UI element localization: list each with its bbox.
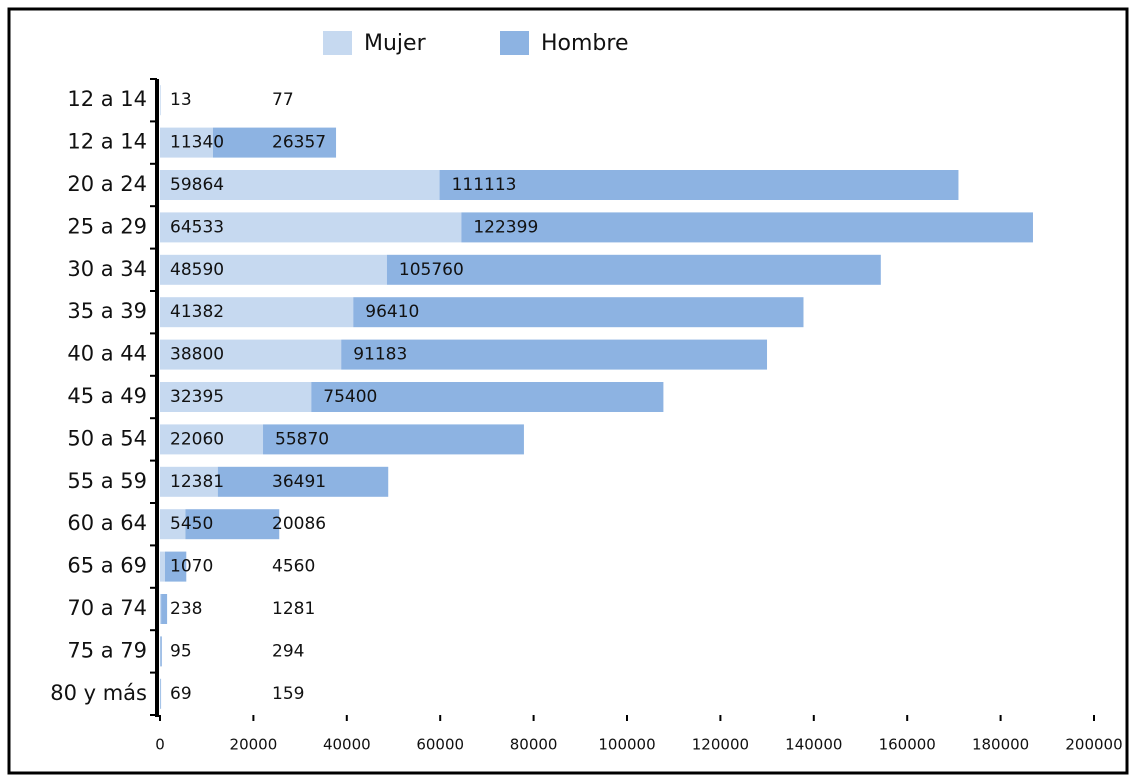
value-label: 96410 [365, 302, 419, 322]
bar [353, 297, 803, 327]
x-tick-label: 20000 [230, 736, 278, 754]
value-label: 238 [170, 599, 202, 619]
value-label: 36491 [272, 472, 326, 492]
legend-swatch [500, 31, 529, 55]
value-label: 41382 [170, 302, 224, 322]
legend-swatch [323, 31, 352, 55]
y-tick-label: 35 a 39 [67, 299, 147, 323]
x-tick-label: 200000 [1065, 736, 1122, 754]
value-label: 13 [170, 90, 192, 110]
value-label: 75400 [323, 387, 377, 407]
y-tick-label: 12 a 14 [67, 87, 147, 111]
legend-label: Hombre [541, 31, 629, 56]
y-tick-label: 70 a 74 [67, 596, 147, 620]
x-tick-label: 140000 [785, 736, 842, 754]
value-label: 5450 [170, 514, 213, 534]
value-label: 77 [272, 90, 294, 110]
bar [160, 552, 165, 582]
y-tick-label: 55 a 59 [67, 469, 147, 493]
x-tick-label: 0 [155, 736, 165, 754]
y-tick-label: 40 a 44 [67, 342, 147, 366]
bar [440, 170, 959, 200]
x-tick-label: 180000 [972, 736, 1029, 754]
value-label: 1281 [272, 599, 315, 619]
value-label: 4560 [272, 557, 315, 577]
x-tick-label: 120000 [692, 736, 749, 754]
value-label: 159 [272, 684, 304, 704]
value-label: 22060 [170, 429, 224, 449]
bar [160, 636, 161, 666]
value-label: 48590 [170, 260, 224, 280]
x-tick-label: 80000 [510, 736, 558, 754]
y-tick-label: 25 a 29 [67, 214, 147, 238]
y-tick-label: 20 a 24 [67, 172, 147, 196]
value-label: 12381 [170, 472, 224, 492]
y-tick-label: 50 a 54 [67, 426, 147, 450]
value-label: 294 [272, 641, 304, 661]
value-label: 11340 [170, 133, 224, 153]
x-tick-label: 160000 [879, 736, 936, 754]
value-label: 55870 [275, 429, 329, 449]
value-label: 1070 [170, 557, 213, 577]
value-label: 122399 [473, 217, 538, 237]
value-label: 69 [170, 684, 192, 704]
value-label: 38800 [170, 345, 224, 365]
value-label: 91183 [353, 345, 407, 365]
value-label: 95 [170, 641, 192, 661]
bar [461, 212, 1033, 242]
y-tick-label: 30 a 34 [67, 257, 147, 281]
legend-label: Mujer [364, 31, 427, 56]
value-label: 20086 [272, 514, 326, 534]
y-tick-label: 60 a 64 [67, 511, 147, 535]
y-tick-label: 45 a 49 [67, 384, 147, 408]
value-label: 111113 [452, 175, 517, 195]
y-tick-label: 65 a 69 [67, 554, 147, 578]
y-tick-label: 75 a 79 [67, 638, 147, 662]
value-label: 64533 [170, 217, 224, 237]
value-label: 59864 [170, 175, 224, 195]
value-label: 32395 [170, 387, 224, 407]
bar [160, 679, 161, 709]
x-tick-label: 100000 [598, 736, 655, 754]
value-label: 26357 [272, 133, 326, 153]
y-tick-label: 12 a 14 [67, 130, 147, 154]
bar [161, 594, 167, 624]
value-label: 105760 [399, 260, 464, 280]
x-tick-label: 60000 [416, 736, 464, 754]
bar [160, 594, 161, 624]
y-tick-label: 80 y más [50, 681, 147, 705]
x-tick-label: 40000 [323, 736, 371, 754]
